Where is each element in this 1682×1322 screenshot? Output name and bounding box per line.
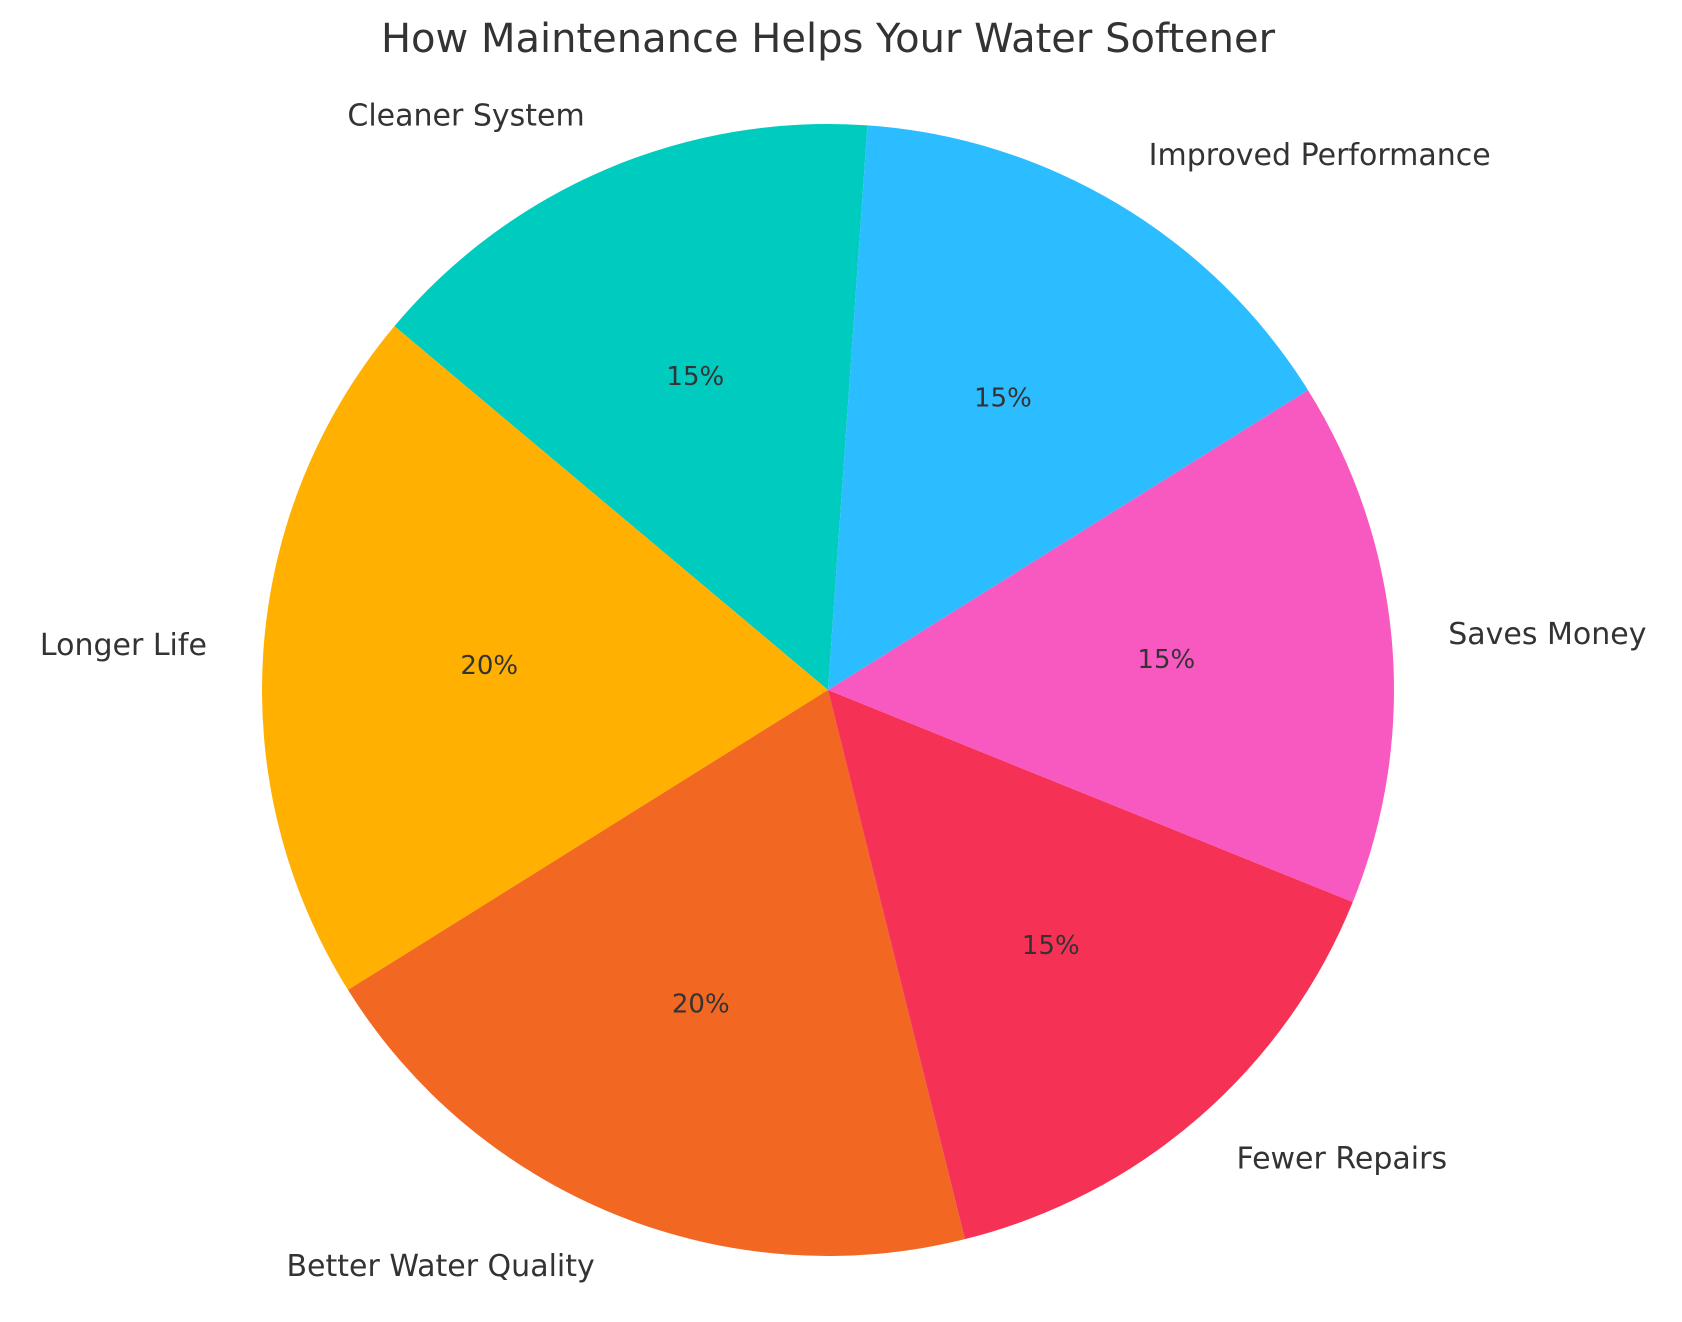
value-label: 15% bbox=[974, 383, 1032, 413]
pie-slice bbox=[394, 123, 868, 690]
slice-label: Cleaner System bbox=[347, 98, 584, 133]
pie-slice bbox=[262, 326, 828, 990]
pie-slice bbox=[828, 125, 1308, 691]
chart-title: How Maintenance Helps Your Water Softene… bbox=[381, 16, 1276, 62]
slice-label: Fewer Repairs bbox=[1236, 1141, 1447, 1176]
slice-label: Improved Performance bbox=[1149, 138, 1491, 173]
pie-slice bbox=[348, 690, 965, 1256]
slice-label: Longer Life bbox=[40, 628, 207, 663]
value-label: 20% bbox=[672, 989, 730, 1019]
pie-slice bbox=[828, 390, 1394, 903]
value-label: 15% bbox=[1137, 645, 1195, 675]
value-label: 15% bbox=[1022, 931, 1080, 961]
value-label: 15% bbox=[666, 362, 724, 392]
value-label: 20% bbox=[460, 651, 518, 681]
slice-label: Saves Money bbox=[1448, 617, 1646, 652]
slice-label: Better Water Quality bbox=[286, 1249, 594, 1284]
pie-slice bbox=[828, 690, 1353, 1240]
